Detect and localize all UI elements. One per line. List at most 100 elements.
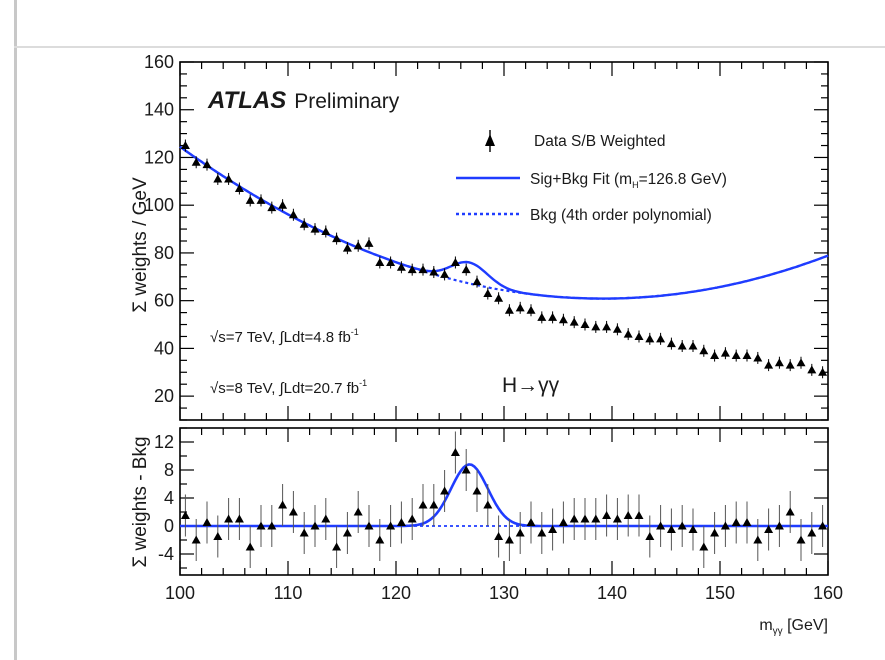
residual-data-point bbox=[267, 521, 277, 530]
residual-data-point bbox=[332, 542, 342, 551]
x-tick-label: 120 bbox=[381, 583, 411, 603]
residual-data-point bbox=[710, 528, 720, 537]
residual-data-point bbox=[483, 500, 493, 509]
residual-data-points bbox=[180, 431, 828, 568]
main-data-point bbox=[267, 203, 277, 212]
residual-data-point bbox=[666, 525, 676, 533]
residual-y-tick-label: 0 bbox=[164, 516, 174, 536]
main-data-point bbox=[191, 157, 201, 166]
main-data-point bbox=[677, 341, 687, 350]
main-data-point bbox=[591, 322, 601, 331]
x-tick-label: 140 bbox=[597, 583, 627, 603]
main-data-point bbox=[504, 305, 514, 314]
residual-data-point bbox=[375, 535, 385, 544]
main-fit-curves bbox=[179, 145, 829, 300]
main-data-point bbox=[429, 267, 439, 276]
residual-data-point bbox=[342, 528, 352, 537]
main-data-point bbox=[386, 257, 396, 266]
x-tick-label: 130 bbox=[489, 583, 519, 603]
main-data-point bbox=[461, 265, 471, 274]
main-data-point bbox=[558, 315, 568, 324]
residual-data-point bbox=[548, 525, 558, 533]
main-data-point bbox=[321, 226, 331, 235]
residual-data-point bbox=[234, 514, 244, 523]
main-data-point bbox=[623, 329, 633, 338]
main-data-points bbox=[180, 139, 828, 379]
main-data-point bbox=[375, 257, 385, 266]
residual-data-point bbox=[699, 542, 709, 551]
main-data-point bbox=[483, 289, 493, 298]
x-tick-label: 100 bbox=[165, 583, 195, 603]
residual-data-point bbox=[753, 535, 763, 544]
residual-y-ticks: -4 0 4 8 12 bbox=[154, 427, 828, 569]
main-data-point bbox=[364, 238, 374, 247]
note-7tev: √s=7 TeV, ∫Ldt=4.8 fb-1 bbox=[210, 327, 359, 346]
residual-y-tick-label: 8 bbox=[164, 460, 174, 480]
main-data-point bbox=[569, 317, 579, 326]
main-y-tick-label: 160 bbox=[144, 52, 174, 72]
residual-data-point bbox=[720, 521, 730, 530]
residual-data-point bbox=[677, 521, 687, 530]
residual-data-point bbox=[656, 521, 666, 530]
main-y-ticks: 20 40 60 80 100 120 140 160 bbox=[144, 52, 828, 421]
residual-data-point bbox=[407, 514, 417, 523]
main-data-point bbox=[202, 160, 212, 169]
main-data-point bbox=[224, 174, 234, 183]
left-border bbox=[14, 0, 17, 660]
x-axis-label: mγγ [GeV] bbox=[759, 617, 828, 637]
residual-data-point bbox=[742, 518, 752, 526]
main-data-point bbox=[494, 293, 504, 302]
main-data-point bbox=[818, 367, 828, 376]
main-data-point bbox=[699, 346, 709, 355]
main-y-tick-label: 80 bbox=[154, 243, 174, 263]
main-data-point bbox=[742, 351, 752, 360]
residual-data-point bbox=[429, 500, 439, 509]
main-plot-frame bbox=[179, 61, 829, 421]
legend-marker-data bbox=[485, 130, 495, 152]
main-data-point bbox=[731, 351, 741, 360]
residual-data-point bbox=[591, 514, 601, 523]
background-fit-curve bbox=[179, 145, 829, 300]
main-data-point bbox=[396, 262, 406, 271]
main-y-tick-label: 140 bbox=[144, 100, 174, 120]
residual-data-point bbox=[731, 518, 741, 526]
main-data-point bbox=[720, 348, 730, 357]
top-border bbox=[14, 46, 885, 48]
main-data-point bbox=[807, 365, 817, 374]
main-data-point bbox=[666, 339, 676, 348]
residual-data-point bbox=[180, 511, 190, 519]
channel-label: H→γγ bbox=[502, 374, 560, 397]
residual-data-point bbox=[764, 525, 774, 533]
main-y-tick-label: 60 bbox=[154, 291, 174, 311]
main-data-point bbox=[234, 183, 244, 192]
residual-data-point bbox=[645, 532, 655, 540]
residual-data-point bbox=[807, 528, 817, 537]
residual-data-point bbox=[386, 521, 396, 530]
main-data-point bbox=[245, 195, 255, 204]
main-y-tick-label: 40 bbox=[154, 338, 174, 358]
residual-data-point bbox=[688, 525, 698, 533]
residual-data-point bbox=[785, 507, 795, 516]
residual-data-point bbox=[418, 500, 428, 509]
main-data-point bbox=[537, 312, 547, 321]
residual-data-point bbox=[450, 448, 460, 456]
residual-data-point bbox=[224, 514, 234, 523]
residual-data-point bbox=[494, 532, 504, 540]
x-ticks: 100 110 120 130 140 150 160 bbox=[165, 62, 843, 603]
main-y-tick-label: 120 bbox=[144, 147, 174, 167]
main-data-point bbox=[645, 334, 655, 343]
residual-data-point bbox=[472, 486, 482, 495]
residual-y-tick-label: 4 bbox=[164, 488, 174, 508]
residual-data-point bbox=[191, 535, 201, 544]
residual-data-point bbox=[202, 518, 212, 526]
atlas-logo-text: ATLAS Preliminary bbox=[207, 87, 400, 114]
residual-data-point bbox=[612, 514, 622, 523]
residual-data-point bbox=[440, 486, 450, 495]
residual-data-point bbox=[364, 521, 374, 530]
main-data-point bbox=[299, 219, 309, 228]
residual-y-axis-label: Σ weights - Bkg bbox=[130, 436, 151, 567]
residual-data-point bbox=[245, 542, 255, 551]
main-data-point bbox=[332, 234, 342, 243]
residual-data-point bbox=[461, 465, 471, 474]
